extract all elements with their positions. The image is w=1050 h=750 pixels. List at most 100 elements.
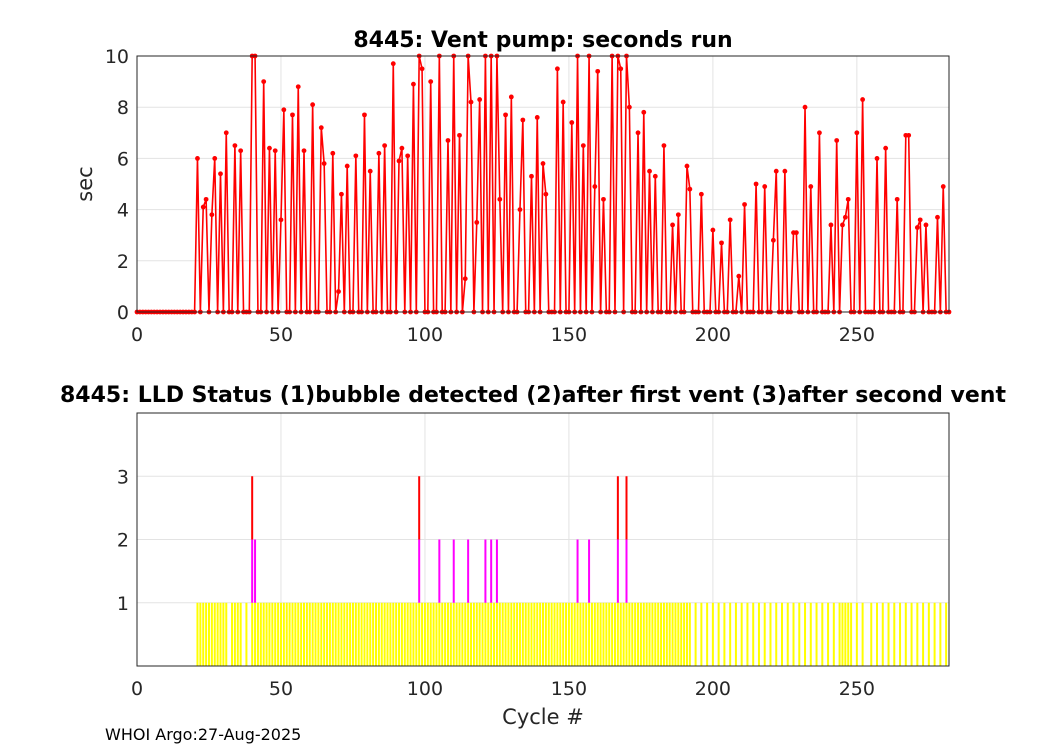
top-x-tick-label: 50 — [269, 324, 293, 346]
bottom-y-tick-label: 3 — [117, 466, 129, 488]
vent-pump-point — [592, 184, 598, 189]
vent-pump-point — [762, 184, 768, 189]
vent-pump-point — [840, 222, 845, 228]
top-y-tick-label: 10 — [105, 46, 129, 68]
vent-pump-point — [914, 225, 920, 230]
vent-pump-point — [218, 171, 223, 177]
vent-pump-point — [834, 138, 840, 143]
vent-pump-point — [817, 130, 822, 136]
vent-pump-point — [457, 132, 462, 138]
vent-pump-point — [554, 66, 560, 72]
vent-pump-point — [854, 130, 860, 136]
bottom-x-tick-label: 250 — [839, 678, 875, 700]
vent-pump-point — [295, 84, 301, 90]
vent-pump-point — [652, 173, 658, 179]
vent-pump-point — [195, 156, 200, 161]
vent-pump-point — [940, 184, 946, 189]
vent-pump-point — [520, 117, 526, 123]
vent-pump-point — [330, 150, 336, 156]
vent-pump-point — [272, 148, 278, 154]
vent-pump-point — [770, 237, 776, 243]
vent-pump-point — [860, 97, 866, 102]
vent-pump-point — [719, 240, 724, 246]
vent-pump-point — [238, 148, 244, 154]
vent-pump-point — [232, 143, 238, 149]
vent-pump-point — [503, 112, 508, 118]
bottom-axes-box — [136, 412, 950, 667]
vent-pump-point — [318, 125, 324, 131]
vent-pump-point — [267, 145, 272, 151]
vent-pump-point — [419, 66, 425, 72]
vent-pump-point — [203, 196, 209, 202]
vent-pump-point — [595, 68, 601, 74]
top-y-tick-label: 4 — [117, 200, 129, 222]
vent-pump-point — [301, 148, 307, 154]
vent-pump-point — [883, 145, 889, 151]
top-axes-box — [136, 55, 950, 313]
top-ticks: 0 50 100 150 200 250 0 2 4 6 8 10 — [105, 46, 875, 346]
vent-pump-point — [405, 153, 411, 159]
top-x-tick-label: 200 — [695, 324, 731, 346]
top-y-axis-label: sec — [73, 166, 97, 201]
bottom-chart-title: 8445: LLD Status (1)bubble detected (2)a… — [60, 383, 1006, 408]
vent-pump-point — [540, 161, 546, 166]
vent-pump-point — [675, 212, 681, 218]
bottom-x-tick-label: 150 — [551, 678, 587, 700]
vent-pump-point — [917, 217, 923, 223]
vent-pump-point — [687, 186, 693, 192]
top-x-tick-label: 100 — [407, 324, 443, 346]
vent-pump-point — [336, 289, 341, 294]
bottom-y-tick-label: 2 — [117, 530, 129, 552]
vent-pump-point — [647, 168, 652, 174]
top-stems — [134, 53, 952, 315]
vent-pump-point — [209, 212, 215, 218]
vent-pump-point — [802, 104, 808, 110]
vent-pump-point — [635, 130, 641, 136]
vent-pump-point — [618, 66, 624, 72]
vent-pump-point — [906, 132, 912, 138]
vent-pump-point — [310, 102, 316, 108]
bottom-bars — [196, 476, 948, 666]
vent-pump-point — [339, 191, 344, 197]
vent-pump-point — [261, 79, 267, 84]
vent-pump-point — [200, 204, 206, 210]
vent-pump-point — [362, 112, 367, 118]
top-x-tick-label: 0 — [131, 324, 143, 346]
vent-pump-point — [842, 214, 848, 220]
bottom-x-axis-label: Cycle # — [502, 705, 584, 729]
vent-pump-point — [390, 61, 396, 67]
vent-pump-point — [223, 130, 229, 136]
vent-pump-point — [923, 222, 929, 228]
vent-pump-point — [281, 107, 287, 113]
vent-pump-point — [497, 196, 503, 202]
footer-credit: WHOI Argo:27-Aug-2025 — [105, 725, 302, 744]
top-y-tick-label: 6 — [117, 148, 129, 170]
vent-pump-point — [278, 217, 284, 223]
vent-pump-point — [782, 168, 788, 174]
vent-pump-point — [935, 214, 940, 220]
vent-pump-point — [684, 163, 690, 169]
top-y-tick-label: 8 — [117, 97, 129, 119]
bottom-ticks: 0 50 100 150 200 250 1 2 3 — [117, 466, 875, 700]
vent-pump-point — [580, 143, 586, 149]
bottom-y-tick-label: 1 — [117, 593, 129, 615]
vent-pump-point — [698, 191, 704, 197]
vent-pump-point — [445, 138, 451, 143]
vent-pump-point — [353, 153, 359, 159]
vent-pump-point — [321, 161, 327, 166]
top-x-tick-label: 250 — [839, 324, 875, 346]
bottom-x-tick-label: 200 — [695, 678, 731, 700]
vent-pump-point — [399, 145, 405, 151]
bottom-x-tick-label: 0 — [131, 678, 143, 700]
vent-pump-point — [376, 150, 382, 156]
vent-pump-panel: 0 50 100 150 200 250 0 2 4 6 8 10 8445: Vent pump: … — [73, 28, 952, 346]
vent-pump-point — [468, 99, 474, 105]
vent-pump-point — [753, 181, 759, 187]
vent-pump-point — [808, 184, 814, 189]
bottom-x-tick-label: 50 — [269, 678, 293, 700]
vent-pump-point — [641, 109, 647, 115]
vent-pump-point — [344, 163, 350, 169]
vent-pump-point — [670, 222, 675, 228]
vent-pump-point — [736, 273, 742, 279]
